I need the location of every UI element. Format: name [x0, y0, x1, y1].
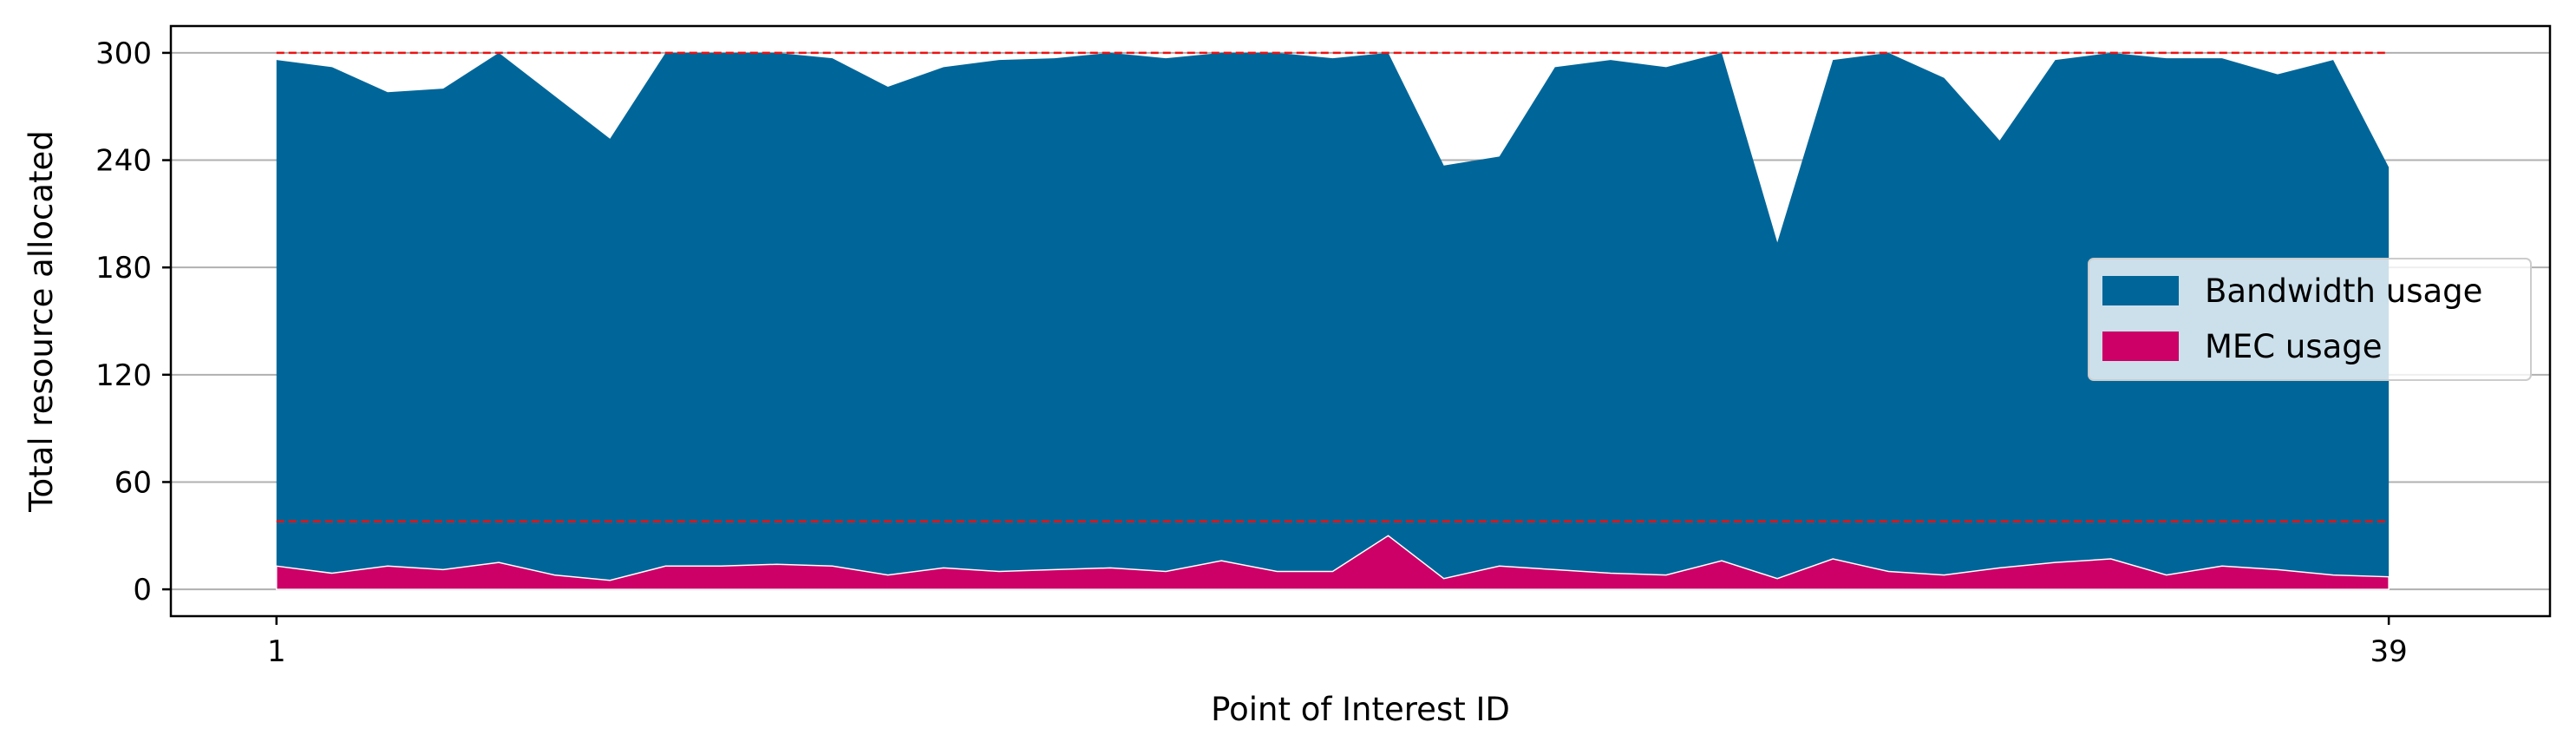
- y-tick-label: 60: [114, 465, 152, 500]
- legend-box: [2088, 258, 2532, 381]
- y-tick-label: 120: [95, 358, 152, 393]
- y-tick-label: 180: [95, 251, 152, 286]
- y-tick-label: 240: [95, 144, 152, 179]
- x-tick-label: 1: [267, 634, 286, 669]
- axis-ticks: 0 60 120 180 240 300 1 39: [95, 36, 2408, 669]
- x-tick-label: 39: [2370, 634, 2408, 669]
- series-area-bandwidth: [276, 52, 2390, 590]
- series-area-mec: [276, 535, 2390, 590]
- legend-swatch-mec: [2102, 332, 2179, 361]
- legend-label-bandwidth: Bandwidth usage: [2205, 272, 2482, 310]
- legend: Bandwidth usage MEC usage: [2088, 258, 2532, 381]
- series-areas: [276, 52, 2390, 590]
- legend-swatch-bandwidth: [2102, 276, 2179, 305]
- x-axis-label: Point of Interest ID: [1211, 691, 1510, 728]
- y-axis-label: Total resource allocated: [23, 130, 60, 513]
- legend-label-mec: MEC usage: [2205, 328, 2383, 365]
- plot-frame: [169, 24, 2552, 618]
- y-tick-label: 0: [133, 573, 152, 607]
- y-tick-label: 300: [95, 36, 152, 71]
